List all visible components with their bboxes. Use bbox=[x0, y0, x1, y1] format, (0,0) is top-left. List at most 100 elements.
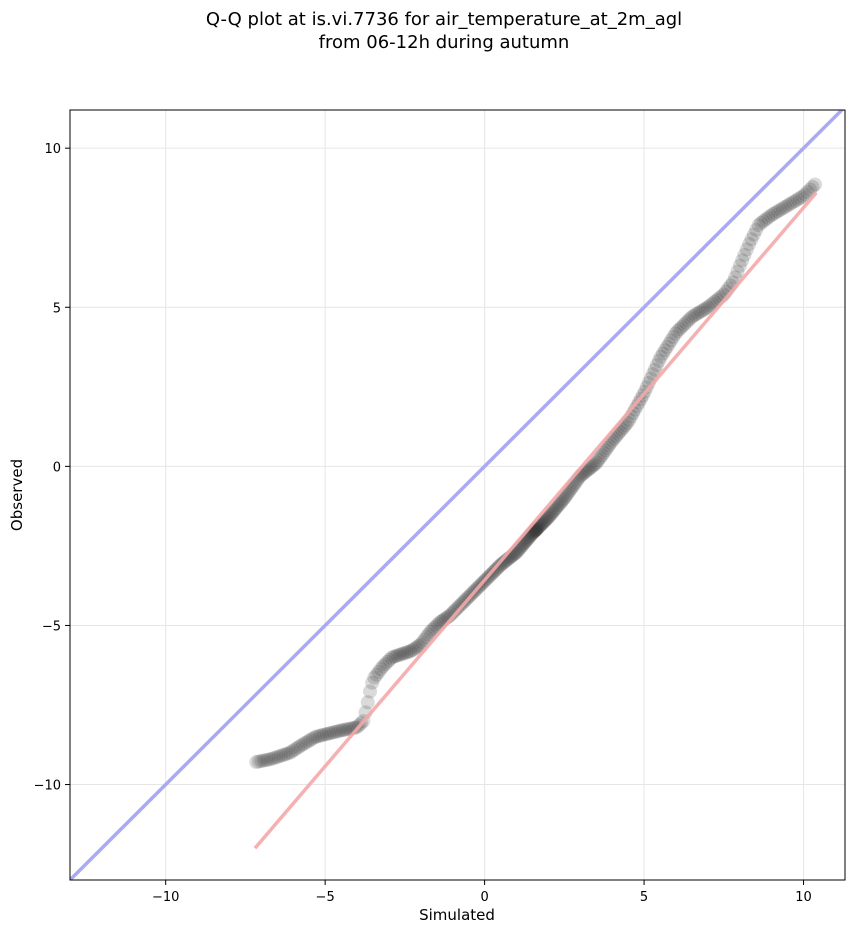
quantile-point bbox=[668, 326, 683, 341]
quantile-point bbox=[384, 650, 399, 665]
quantile-point bbox=[705, 296, 720, 311]
quantile-point bbox=[371, 664, 386, 679]
quantile-point bbox=[540, 511, 555, 526]
quantile-point bbox=[554, 494, 569, 509]
quantile-point bbox=[259, 753, 274, 768]
quantile-point bbox=[588, 457, 603, 472]
quantile-point bbox=[401, 644, 416, 659]
quantile-point bbox=[493, 558, 508, 573]
quantile-point bbox=[494, 557, 509, 572]
quantile-point bbox=[264, 751, 279, 766]
quantile-point bbox=[283, 745, 298, 760]
chart-title-line-1: Q-Q plot at is.vi.7736 for air_temperatu… bbox=[206, 9, 682, 30]
quantile-point bbox=[409, 640, 424, 655]
quantile-point bbox=[451, 599, 466, 614]
quantile-point bbox=[795, 189, 810, 204]
quantile-point bbox=[425, 622, 440, 637]
quantile-point bbox=[730, 264, 745, 279]
quantile-point bbox=[419, 629, 434, 644]
quantile-point bbox=[336, 723, 351, 738]
quantile-point bbox=[380, 655, 395, 670]
grid bbox=[70, 110, 845, 880]
quantile-point bbox=[403, 644, 418, 659]
quantile-point bbox=[312, 728, 327, 743]
quantile-point bbox=[319, 727, 334, 742]
quantile-point bbox=[744, 232, 759, 247]
quantile-point bbox=[397, 646, 412, 661]
quantile-point bbox=[775, 201, 790, 216]
quantile-point bbox=[388, 649, 403, 664]
quantile-point bbox=[310, 729, 325, 744]
x-tick-label: 5 bbox=[640, 890, 648, 905]
axis-ticks: −10 −5 0 5 10 −10 −5 0 5 10 bbox=[34, 142, 812, 905]
y-tick-label: 5 bbox=[53, 301, 61, 316]
quantile-point bbox=[681, 313, 696, 328]
quantile-point bbox=[561, 485, 576, 500]
quantile-point bbox=[271, 749, 286, 764]
y-tick-label: 10 bbox=[44, 142, 61, 157]
quantile-point bbox=[429, 618, 444, 633]
quantile-point bbox=[541, 509, 556, 524]
quantile-point bbox=[534, 517, 549, 532]
quantile-point bbox=[653, 349, 668, 364]
quantile-point bbox=[544, 507, 559, 522]
quantile-point bbox=[694, 304, 709, 319]
quantile-point bbox=[758, 212, 773, 227]
quantile-point bbox=[386, 649, 401, 664]
quantile-point bbox=[586, 458, 601, 473]
quantile-point bbox=[589, 455, 604, 470]
quantile-point bbox=[732, 258, 747, 273]
quantile-point bbox=[286, 743, 301, 758]
quantile-point bbox=[735, 253, 750, 268]
quantile-point bbox=[639, 380, 654, 395]
quantile-point bbox=[754, 215, 769, 230]
quantile-point bbox=[689, 306, 704, 321]
quantile-point bbox=[395, 646, 410, 661]
quantile-point bbox=[703, 298, 718, 313]
quantile-point bbox=[333, 723, 348, 738]
quantile-point bbox=[805, 179, 820, 194]
chart-title-line-2: from 06-12h during autumn bbox=[319, 32, 570, 53]
quantile-point bbox=[555, 493, 570, 508]
quantile-point bbox=[797, 187, 812, 202]
quantile-point bbox=[766, 207, 781, 222]
quantile-point bbox=[382, 652, 397, 667]
x-tick-label: −10 bbox=[152, 890, 179, 905]
quantile-point bbox=[662, 336, 677, 351]
quantile-point bbox=[672, 322, 687, 337]
quantile-point bbox=[761, 210, 776, 225]
quantile-point bbox=[651, 353, 666, 368]
y-tick-label: 0 bbox=[53, 460, 61, 475]
quantile-point bbox=[739, 242, 754, 257]
quantile-point bbox=[369, 667, 384, 682]
quantile-point bbox=[687, 308, 702, 323]
chart-title: Q-Q plot at is.vi.7736 for air_temperatu… bbox=[206, 9, 682, 53]
quantile-point bbox=[780, 198, 795, 213]
quantile-point bbox=[324, 725, 339, 740]
quantile-point bbox=[749, 222, 764, 237]
quantile-point bbox=[298, 735, 313, 750]
quantile-point bbox=[700, 300, 715, 315]
quantile-point bbox=[376, 659, 391, 674]
quantile-point bbox=[778, 199, 793, 214]
quantile-point bbox=[393, 647, 408, 662]
quantile-point bbox=[399, 645, 414, 660]
quantile-point bbox=[670, 324, 685, 339]
quantile-point bbox=[296, 737, 311, 752]
quantile-point bbox=[547, 502, 562, 517]
quantile-point bbox=[249, 755, 264, 770]
x-tick-label: 10 bbox=[795, 890, 812, 905]
quantile-point bbox=[664, 333, 679, 348]
quantile-point bbox=[448, 603, 463, 618]
quantile-point bbox=[790, 192, 805, 207]
quantile-point bbox=[742, 237, 757, 252]
quantile-point bbox=[317, 727, 332, 742]
quantile-point bbox=[378, 657, 393, 672]
quantile-point bbox=[808, 177, 823, 192]
quantile-point bbox=[536, 515, 551, 530]
quantile-point bbox=[411, 639, 426, 654]
quantile-point bbox=[256, 753, 271, 768]
quantile-point bbox=[533, 518, 548, 533]
quantile-point bbox=[300, 734, 315, 749]
quantile-point bbox=[649, 358, 664, 373]
